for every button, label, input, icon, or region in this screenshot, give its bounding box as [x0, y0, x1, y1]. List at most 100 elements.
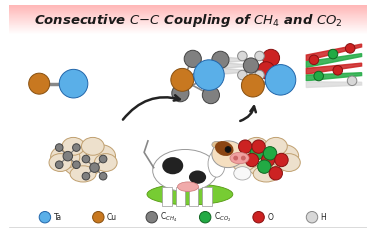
Circle shape [212, 51, 229, 68]
Ellipse shape [153, 149, 218, 191]
Circle shape [199, 211, 211, 223]
Circle shape [238, 70, 247, 80]
Ellipse shape [277, 154, 300, 172]
Circle shape [269, 167, 282, 180]
Circle shape [245, 153, 259, 167]
Ellipse shape [94, 154, 117, 172]
Ellipse shape [86, 145, 115, 167]
Circle shape [202, 87, 220, 104]
Polygon shape [222, 57, 246, 63]
Bar [9, 18, 367, 19]
Bar [9, 23, 367, 24]
Bar [9, 33, 367, 34]
Bar [9, 10, 367, 11]
Ellipse shape [234, 146, 263, 168]
Polygon shape [306, 63, 362, 74]
Circle shape [92, 211, 104, 223]
Polygon shape [222, 68, 246, 74]
Bar [9, 27, 367, 28]
Bar [9, 13, 367, 14]
Bar [9, 22, 367, 23]
Ellipse shape [162, 157, 183, 174]
Circle shape [243, 58, 259, 73]
Circle shape [255, 70, 264, 80]
Polygon shape [306, 73, 362, 81]
Ellipse shape [49, 154, 72, 172]
Bar [9, 7, 367, 8]
Circle shape [252, 140, 265, 153]
Polygon shape [222, 63, 246, 68]
Bar [9, 15, 367, 16]
Bar [9, 30, 367, 31]
Circle shape [172, 85, 189, 102]
Text: C$_{CO_2}$: C$_{CO_2}$ [214, 211, 231, 224]
Ellipse shape [208, 150, 225, 177]
Circle shape [253, 211, 264, 223]
Bar [9, 29, 367, 30]
Circle shape [333, 66, 343, 75]
Ellipse shape [51, 146, 80, 168]
Bar [9, 24, 367, 25]
Text: Cu: Cu [107, 213, 117, 222]
Bar [9, 5, 367, 6]
Ellipse shape [245, 145, 287, 177]
Bar [9, 31, 367, 32]
Bar [9, 20, 367, 21]
Circle shape [238, 51, 247, 61]
Circle shape [55, 144, 63, 151]
Bar [189, 187, 199, 206]
Ellipse shape [177, 182, 199, 191]
Bar [9, 9, 367, 10]
Circle shape [63, 151, 73, 161]
Circle shape [225, 147, 231, 152]
Circle shape [263, 147, 277, 160]
Ellipse shape [212, 141, 221, 148]
Ellipse shape [232, 154, 255, 172]
Bar [9, 16, 367, 17]
Circle shape [328, 49, 338, 59]
Bar [9, 26, 367, 27]
Circle shape [171, 68, 194, 91]
Text: O: O [267, 213, 273, 222]
Bar [9, 25, 367, 26]
Circle shape [255, 51, 264, 61]
Circle shape [82, 155, 90, 163]
Ellipse shape [215, 141, 233, 156]
Ellipse shape [234, 167, 251, 180]
Ellipse shape [82, 137, 104, 155]
Circle shape [306, 211, 318, 223]
Text: H: H [321, 213, 326, 222]
Circle shape [238, 140, 252, 153]
Circle shape [309, 55, 319, 65]
Circle shape [258, 160, 271, 173]
Polygon shape [306, 44, 362, 61]
Bar [9, 6, 367, 7]
Ellipse shape [62, 137, 85, 155]
Circle shape [146, 211, 158, 223]
Circle shape [262, 49, 280, 67]
Bar [9, 12, 367, 13]
Bar [9, 28, 367, 29]
Bar [162, 187, 172, 206]
Bar [9, 19, 367, 20]
Circle shape [184, 50, 202, 67]
Circle shape [39, 211, 51, 223]
Circle shape [73, 161, 80, 169]
Polygon shape [306, 54, 362, 67]
Ellipse shape [265, 137, 287, 155]
Bar [176, 187, 185, 206]
Circle shape [265, 65, 296, 95]
Ellipse shape [70, 166, 96, 182]
Circle shape [346, 44, 355, 53]
Text: C$_{CH_4}$: C$_{CH_4}$ [160, 211, 177, 224]
Ellipse shape [189, 170, 206, 184]
Circle shape [261, 153, 275, 167]
Circle shape [241, 74, 264, 97]
Ellipse shape [253, 166, 279, 182]
Ellipse shape [147, 184, 233, 205]
Ellipse shape [230, 152, 249, 164]
Ellipse shape [245, 137, 268, 155]
Circle shape [90, 163, 99, 172]
Bar [202, 187, 212, 206]
Circle shape [59, 69, 88, 98]
